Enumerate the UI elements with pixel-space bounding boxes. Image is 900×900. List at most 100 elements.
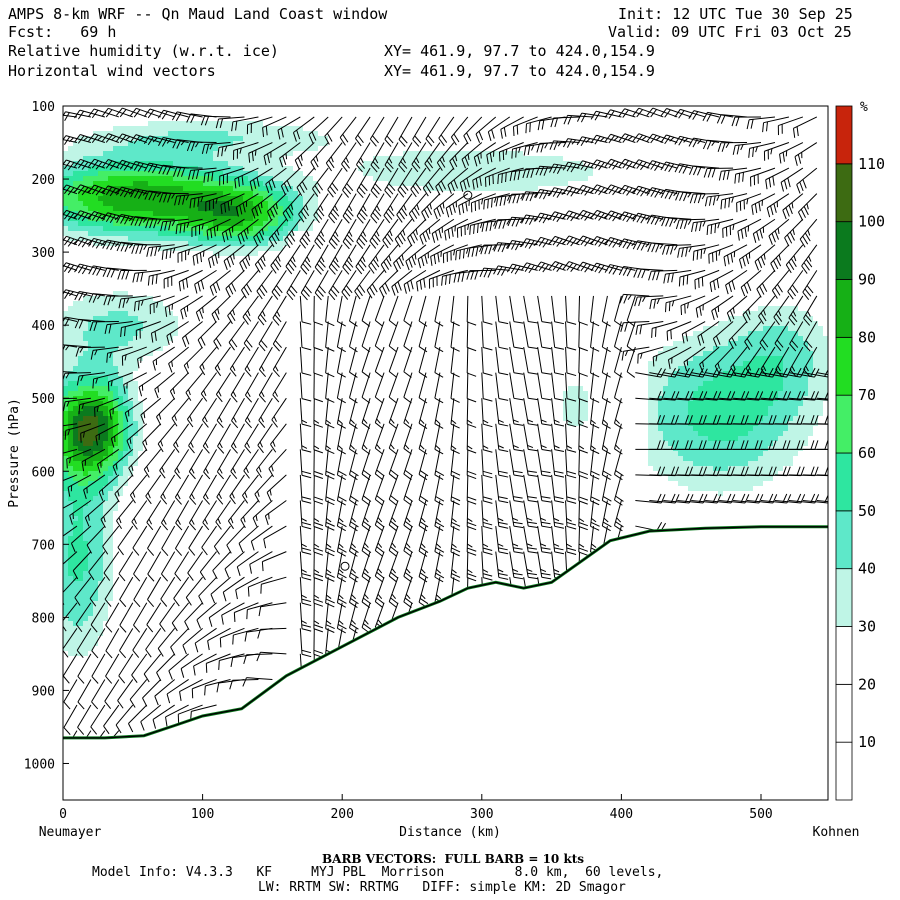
rh-cell <box>68 586 73 591</box>
rh-cell <box>723 376 728 381</box>
wind-barb-flag <box>132 649 140 658</box>
rh-cell <box>773 311 778 316</box>
wind-barb-flag <box>109 187 117 197</box>
wind-barb-flag <box>147 163 154 173</box>
rh-cell <box>103 491 108 496</box>
wind-barb-flag <box>94 349 98 356</box>
wind-barb-shaft <box>202 500 217 523</box>
rh-cell <box>413 171 418 176</box>
rh-cell <box>373 161 378 166</box>
rh-cell <box>73 151 78 156</box>
wind-barb-flag <box>89 598 97 607</box>
rh-cell <box>113 336 118 341</box>
rh-cell <box>133 226 138 231</box>
rh-cell <box>448 176 453 181</box>
rh-cell <box>78 336 83 341</box>
wind-barb-flag <box>172 167 178 177</box>
rh-cell <box>208 216 213 221</box>
rh-cell <box>228 196 233 201</box>
rh-cell <box>188 211 193 216</box>
rh-cell <box>68 366 73 371</box>
wind-barb-flag <box>116 133 123 142</box>
rh-cell <box>558 181 563 186</box>
rh-cell <box>708 471 713 476</box>
rh-cell <box>748 451 753 456</box>
rh-cell <box>243 166 248 171</box>
rh-cell <box>673 356 678 361</box>
rh-cell <box>68 521 73 526</box>
wind-barb-flag <box>133 135 141 144</box>
wind-barb-shaft <box>112 448 134 467</box>
wind-barb-shaft <box>190 193 217 200</box>
rh-cell <box>663 376 668 381</box>
rh-cell <box>133 336 138 341</box>
rh-cell <box>68 226 73 231</box>
rh-cell <box>648 436 653 441</box>
rh-cell <box>83 596 88 601</box>
rh-cell <box>743 351 748 356</box>
rh-cell <box>803 391 808 396</box>
rh-cell <box>743 311 748 316</box>
wind-barb-flag <box>244 313 252 322</box>
rh-cell <box>78 361 83 366</box>
rh-cell <box>98 216 103 221</box>
wind-barb <box>145 474 162 505</box>
wind-barb <box>88 184 120 196</box>
rh-cell <box>663 451 668 456</box>
rh-cell <box>738 351 743 356</box>
rh-cell <box>473 151 478 156</box>
rh-cell <box>73 166 78 171</box>
rh-cell <box>763 311 768 316</box>
wind-barb-flag <box>161 548 169 556</box>
rh-cell <box>433 186 438 191</box>
wind-barb-flag <box>124 136 131 141</box>
wind-barb <box>235 576 259 600</box>
rh-cell <box>243 126 248 131</box>
rh-cell <box>108 431 113 436</box>
rh-cell <box>193 211 198 216</box>
rh-cell <box>98 221 103 226</box>
wind-barb-flag <box>164 221 168 231</box>
wind-barb <box>129 679 148 708</box>
rh-cell <box>213 126 218 131</box>
wind-barb-flag <box>226 258 231 268</box>
rh-cell <box>93 581 98 586</box>
rh-cell <box>748 436 753 441</box>
wind-barb-shaft <box>205 678 231 687</box>
rh-cell <box>578 401 583 406</box>
rh-cell <box>148 151 153 156</box>
rh-cell <box>133 366 138 371</box>
wind-barb-shaft <box>225 270 245 289</box>
rh-cell <box>73 171 78 176</box>
rh-cell <box>103 381 108 386</box>
rh-cell <box>98 376 103 381</box>
wind-barb-shaft <box>80 184 106 195</box>
rh-cell <box>458 156 463 161</box>
rh-cell <box>118 361 123 366</box>
rh-cell <box>733 436 738 441</box>
rh-cell <box>188 221 193 226</box>
rh-cell <box>83 586 88 591</box>
wind-barb-flag <box>180 167 186 177</box>
rh-cell <box>158 331 163 336</box>
rh-cell <box>68 626 73 631</box>
wind-barb-flag <box>185 278 189 288</box>
wind-barb-flag <box>176 467 180 474</box>
rh-cell <box>68 206 73 211</box>
rh-cell <box>118 476 123 481</box>
rh-cell <box>88 441 93 446</box>
wind-barb-shaft <box>108 107 133 118</box>
rh-cell <box>148 326 153 331</box>
rh-cell <box>163 146 168 151</box>
rh-cell <box>683 401 688 406</box>
wind-barb <box>203 449 217 480</box>
rh-cell <box>63 461 68 466</box>
rh-cell <box>123 156 128 161</box>
rh-cell <box>673 376 678 381</box>
rh-cell <box>93 446 98 451</box>
rh-cell <box>768 336 773 341</box>
rh-cell <box>563 406 568 411</box>
rh-cell <box>663 356 668 361</box>
rh-cell <box>233 166 238 171</box>
rh-cell <box>758 416 763 421</box>
